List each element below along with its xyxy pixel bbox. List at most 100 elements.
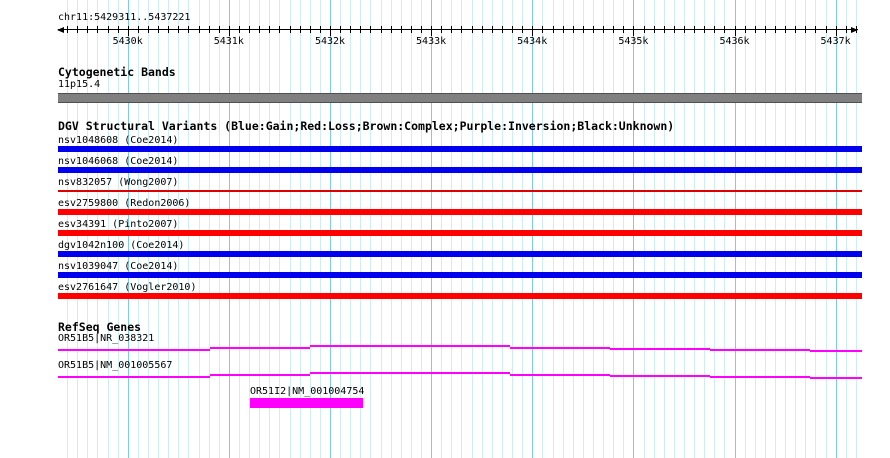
ruler-tick-minor <box>238 26 240 33</box>
gridline-major <box>228 0 230 458</box>
ruler-tick-minor <box>87 26 89 33</box>
gridline-minor <box>299 0 301 458</box>
ruler-tick-major <box>431 26 433 36</box>
variant-bar-gain[interactable] <box>58 251 862 257</box>
gridline-minor <box>97 0 99 458</box>
gridline-minor <box>410 0 412 458</box>
ruler-tick-minor <box>218 26 220 33</box>
gene-line-segment[interactable] <box>210 347 310 349</box>
ruler-tick-minor <box>380 26 382 33</box>
gridline-major <box>633 0 635 458</box>
ruler-tick-label: 5435k <box>618 36 649 47</box>
gridline-minor <box>694 0 696 458</box>
ruler-tick-minor <box>795 26 797 33</box>
ruler-tick-major <box>835 26 837 36</box>
gridline-minor <box>117 0 119 458</box>
variant-bar-gain[interactable] <box>58 272 862 278</box>
gene-line-segment[interactable] <box>810 350 862 352</box>
gene-line-segment[interactable] <box>210 374 310 376</box>
cytoband-bar[interactable] <box>58 93 862 103</box>
cytoband-label: 11p15.4 <box>58 79 101 90</box>
ruler-tick-minor <box>623 26 625 33</box>
ruler-tick-major <box>734 26 736 36</box>
gene-label: OR51B5|NR_038321 <box>58 333 155 344</box>
ruler-tick-minor <box>764 26 766 33</box>
gene-line-segment[interactable] <box>610 375 710 377</box>
ruler-tick-minor <box>805 26 807 33</box>
gridline-minor <box>380 0 382 458</box>
ruler-tick-minor <box>613 26 615 33</box>
gene-line-segment[interactable] <box>510 347 610 349</box>
gridline-minor <box>653 0 655 458</box>
ruler-tick-label: 5433k <box>416 36 447 47</box>
gridline-major <box>127 0 129 458</box>
variant-bar-gain[interactable] <box>58 167 862 173</box>
variant-bar-loss[interactable] <box>58 209 862 215</box>
ruler-tick-minor <box>673 26 675 33</box>
dgv-track-header: DGV Structural Variants (Blue:Gain;Red:L… <box>58 119 675 133</box>
variant-label: nsv1046068 (Coe2014) <box>58 156 179 167</box>
ruler-tick-minor <box>360 26 362 33</box>
gridline-minor <box>643 0 645 458</box>
gridline-minor <box>775 0 776 458</box>
gene-line-segment[interactable] <box>610 348 710 350</box>
gridline-minor <box>805 0 807 458</box>
ruler-tick-minor <box>471 26 473 33</box>
gridline-minor <box>208 0 210 458</box>
ruler-tick-minor <box>421 26 422 33</box>
gridline-minor <box>795 0 797 458</box>
gridline-major <box>734 0 736 458</box>
gridline-minor <box>704 0 706 458</box>
ruler-tick-minor <box>208 26 210 33</box>
gridline-minor <box>350 0 352 458</box>
ruler-tick-major <box>127 26 129 36</box>
gene-line-segment[interactable] <box>310 345 510 347</box>
ruler-tick-major <box>532 26 534 36</box>
gene-line-segment[interactable] <box>810 377 862 379</box>
ruler-tick-minor <box>562 26 564 33</box>
gene-line-segment[interactable] <box>58 349 210 351</box>
ruler-tick-minor <box>522 26 524 33</box>
ruler-tick-minor <box>158 26 159 33</box>
gridline-minor <box>501 0 503 458</box>
ruler-tick-minor <box>825 26 827 33</box>
ruler-tick-minor <box>592 26 594 33</box>
gene-line-segment[interactable] <box>710 376 810 378</box>
variant-bar-loss[interactable] <box>58 293 862 299</box>
ruler-tick-minor <box>441 26 443 33</box>
gridline-minor <box>481 0 483 458</box>
ruler-tick-minor <box>370 26 372 33</box>
ruler-line <box>58 29 858 30</box>
ruler-tick-minor <box>340 26 342 33</box>
gridline-minor <box>673 0 675 458</box>
ruler-tick-minor <box>775 26 776 33</box>
gridline-minor <box>390 0 392 458</box>
ruler-tick-minor <box>299 26 301 33</box>
ruler-tick-minor <box>178 26 180 33</box>
ruler-tick-minor <box>188 26 190 33</box>
ruler-tick-minor <box>582 26 584 33</box>
gene-exon-box[interactable] <box>250 398 363 408</box>
ruler-tick-minor <box>147 26 149 33</box>
gridline-minor <box>855 0 857 458</box>
gridline-minor <box>137 0 139 458</box>
ruler-tick-minor <box>744 26 746 33</box>
gridline-minor <box>754 0 756 458</box>
ruler-tick-label: 5434k <box>517 36 548 47</box>
ruler-tick-minor <box>704 26 706 33</box>
gridline-minor <box>289 0 291 458</box>
gridline-minor <box>87 0 89 458</box>
variant-bar-loss[interactable] <box>58 190 862 192</box>
gridline-minor <box>77 0 79 458</box>
variant-bar-loss[interactable] <box>58 230 862 236</box>
ruler-tick-minor <box>491 26 493 33</box>
gene-line-segment[interactable] <box>310 372 510 374</box>
ruler-tick-label: 5432k <box>314 36 346 47</box>
variant-bar-gain[interactable] <box>58 146 862 152</box>
gene-line-segment[interactable] <box>510 374 610 376</box>
variant-label: dgv1042n100 (Coe2014) <box>58 240 185 251</box>
gene-line-segment[interactable] <box>710 349 810 351</box>
gene-line-segment[interactable] <box>58 376 210 378</box>
